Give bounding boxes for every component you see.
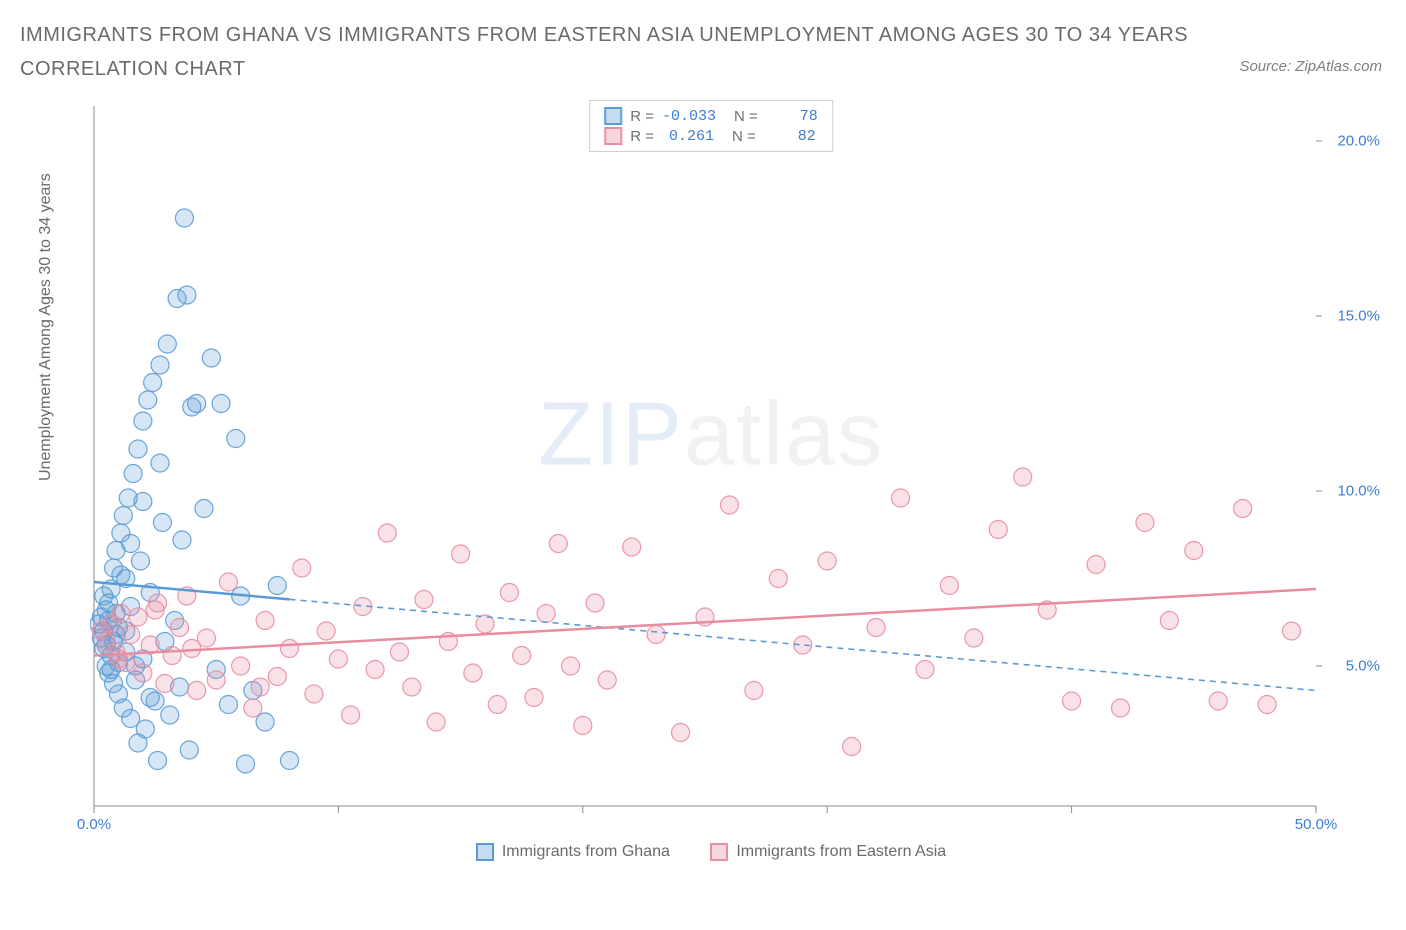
y-tick-label: 15.0%	[1337, 308, 1380, 325]
y-axis-tick-labels: 5.0% 10.0% 15.0% 20.0%	[1328, 96, 1386, 836]
x-tick-label: 50.0%	[1295, 816, 1338, 833]
legend-n-label-0: N =	[734, 108, 758, 125]
source-label: Source: ZipAtlas.com	[1239, 58, 1382, 75]
legend-swatch-0	[604, 107, 622, 125]
legend-swatch-1	[604, 127, 622, 145]
legend-bottom-label-0: Immigrants from Ghana	[502, 843, 670, 861]
legend-bottom-item-1: Immigrants from Eastern Asia	[710, 843, 946, 861]
legend-r-value-0: -0.033	[662, 108, 716, 125]
legend-bottom: Immigrants from Ghana Immigrants from Ea…	[36, 843, 1386, 866]
legend-bottom-swatch-1	[710, 843, 728, 861]
legend-stats: R = -0.033 N = 78 R = 0.261 N = 82	[589, 100, 833, 152]
legend-bottom-swatch-0	[476, 843, 494, 861]
x-axis-tick-labels: 0.0%50.0%	[90, 816, 1386, 838]
legend-bottom-label-1: Immigrants from Eastern Asia	[736, 843, 946, 861]
chart-container: Unemployment Among Ages 30 to 34 years Z…	[36, 96, 1386, 866]
legend-r-label-0: R =	[630, 108, 654, 125]
legend-stats-row-1: R = 0.261 N = 82	[604, 127, 818, 145]
legend-r-label-1: R =	[630, 128, 654, 145]
y-tick-label: 10.0%	[1337, 483, 1380, 500]
legend-n-label-1: N =	[732, 128, 756, 145]
legend-n-value-1: 82	[764, 128, 816, 145]
chart-title: IMMIGRANTS FROM GHANA VS IMMIGRANTS FROM…	[20, 18, 1220, 86]
legend-r-value-1: 0.261	[662, 128, 714, 145]
scatter-plot	[90, 96, 1386, 866]
y-tick-label: 20.0%	[1337, 133, 1380, 150]
legend-n-value-0: 78	[766, 108, 818, 125]
x-tick-label: 0.0%	[77, 816, 111, 833]
y-axis-label: Unemployment Among Ages 30 to 34 years	[37, 173, 55, 481]
legend-stats-row-0: R = -0.033 N = 78	[604, 107, 818, 125]
legend-bottom-item-0: Immigrants from Ghana	[476, 843, 670, 861]
y-tick-label: 5.0%	[1346, 658, 1380, 675]
